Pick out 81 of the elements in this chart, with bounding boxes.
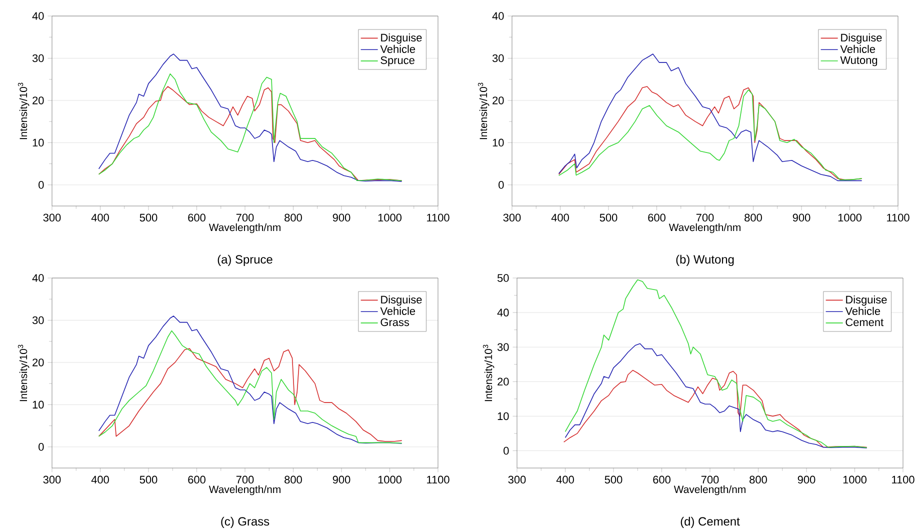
x-tick-label: 600 — [188, 214, 206, 222]
x-axis-title: Wavelength/nm — [674, 485, 746, 496]
y-tick-label: 0 — [498, 181, 504, 189]
legend-label: Vehicle — [845, 306, 880, 315]
x-tick-label: 800 — [284, 214, 302, 222]
x-axis-title: Wavelength/nm — [208, 485, 280, 496]
y-tick-label: 20 — [32, 96, 44, 104]
y-tick-label: 0 — [38, 181, 44, 189]
y-tick-label: 30 — [32, 54, 44, 62]
y-axis-title: Intensity/10$^{3}$ — [478, 82, 490, 140]
legend-label: Disguise — [846, 295, 887, 306]
y-axis-title: Intensity/10$^{3}$ — [18, 82, 30, 140]
x-axis-title: Wavelength/nm — [668, 223, 740, 234]
x-tick-label: 500 — [140, 476, 158, 484]
y-tick-label: 30 — [497, 343, 509, 351]
x-tick-label: 400 — [551, 214, 569, 222]
x-tick-label: 500 — [140, 214, 158, 222]
x-tick-label: 700 — [696, 214, 714, 222]
x-tick-label: 300 — [508, 476, 526, 484]
legend-label: Vehicle — [380, 306, 416, 315]
x-tick-label: 1100 — [427, 214, 450, 222]
legend-label: Wutong — [840, 56, 878, 66]
x-tick-label: 1100 — [427, 476, 450, 484]
y-tick-label: 0 — [504, 446, 509, 455]
y-axis-title: Intensity/10$^{3}$ — [482, 344, 494, 402]
x-tick-label: 1000 — [378, 214, 402, 222]
x-tick-label: 800 — [284, 476, 302, 484]
x-tick-label: 300 — [43, 476, 61, 484]
legend-label: Vehicle — [380, 44, 416, 53]
x-tick-label: 600 — [188, 476, 206, 484]
y-tick-label: 30 — [32, 316, 44, 324]
x-tick-label: 900 — [332, 476, 350, 484]
y-tick-label: 40 — [497, 308, 509, 316]
legend-label: Cement — [846, 318, 884, 326]
x-tick-label: 500 — [600, 214, 618, 222]
x-tick-label: 1000 — [378, 476, 402, 484]
y-tick-label: 10 — [32, 400, 44, 409]
y-tick-label: 20 — [32, 358, 44, 366]
legend-label: Vehicle — [840, 44, 876, 53]
x-tick-label: 700 — [236, 214, 254, 222]
x-tick-label: 900 — [798, 476, 816, 484]
x-tick-label: 900 — [792, 214, 810, 222]
y-tick-label: 10 — [492, 138, 504, 147]
y-tick-label: 40 — [492, 12, 504, 20]
legend-label: Disguise — [381, 33, 422, 44]
text: (d) Cement — [680, 516, 740, 528]
x-tick-label: 300 — [503, 214, 521, 222]
text: (c) Grass — [221, 516, 270, 528]
text: (a) Spruce — [218, 254, 272, 266]
y-tick-label: 20 — [492, 96, 504, 104]
x-tick-label: 400 — [556, 476, 574, 484]
x-tick-label: 1100 — [887, 214, 910, 222]
x-tick-label: 600 — [653, 476, 670, 484]
y-tick-label: 40 — [32, 12, 44, 20]
x-tick-label: 600 — [648, 214, 666, 222]
y-tick-label: 40 — [32, 274, 44, 282]
y-tick-label: 20 — [498, 378, 509, 386]
text: (b) Wutong — [676, 254, 734, 266]
legend-label: Spruce — [380, 56, 414, 66]
x-tick-label: 300 — [43, 214, 61, 222]
x-tick-label: 400 — [91, 476, 109, 484]
x-tick-label: 1000 — [838, 214, 862, 222]
x-tick-label: 800 — [744, 214, 762, 222]
legend-label: Disguise — [841, 33, 882, 44]
x-tick-label: 400 — [91, 214, 109, 222]
x-tick-label: 500 — [604, 476, 622, 484]
x-tick-label: 1100 — [892, 476, 914, 484]
y-tick-label: 30 — [492, 54, 504, 62]
y-tick-label: 10 — [498, 412, 509, 420]
legend-label: Grass — [380, 318, 410, 326]
y-axis-title: Intensity/10$^{3}$ — [18, 344, 30, 402]
y-tick-label: 10 — [32, 138, 44, 147]
x-tick-label: 700 — [701, 476, 719, 484]
x-tick-label: 900 — [332, 214, 350, 222]
y-tick-label: 0 — [38, 443, 44, 451]
x-tick-label: 1000 — [843, 476, 866, 484]
x-tick-label: 800 — [750, 476, 767, 484]
y-tick-label: 50 — [497, 274, 509, 282]
x-axis-title: Wavelength/nm — [208, 223, 280, 234]
legend-label: Disguise — [381, 295, 422, 306]
x-tick-label: 700 — [236, 476, 254, 484]
